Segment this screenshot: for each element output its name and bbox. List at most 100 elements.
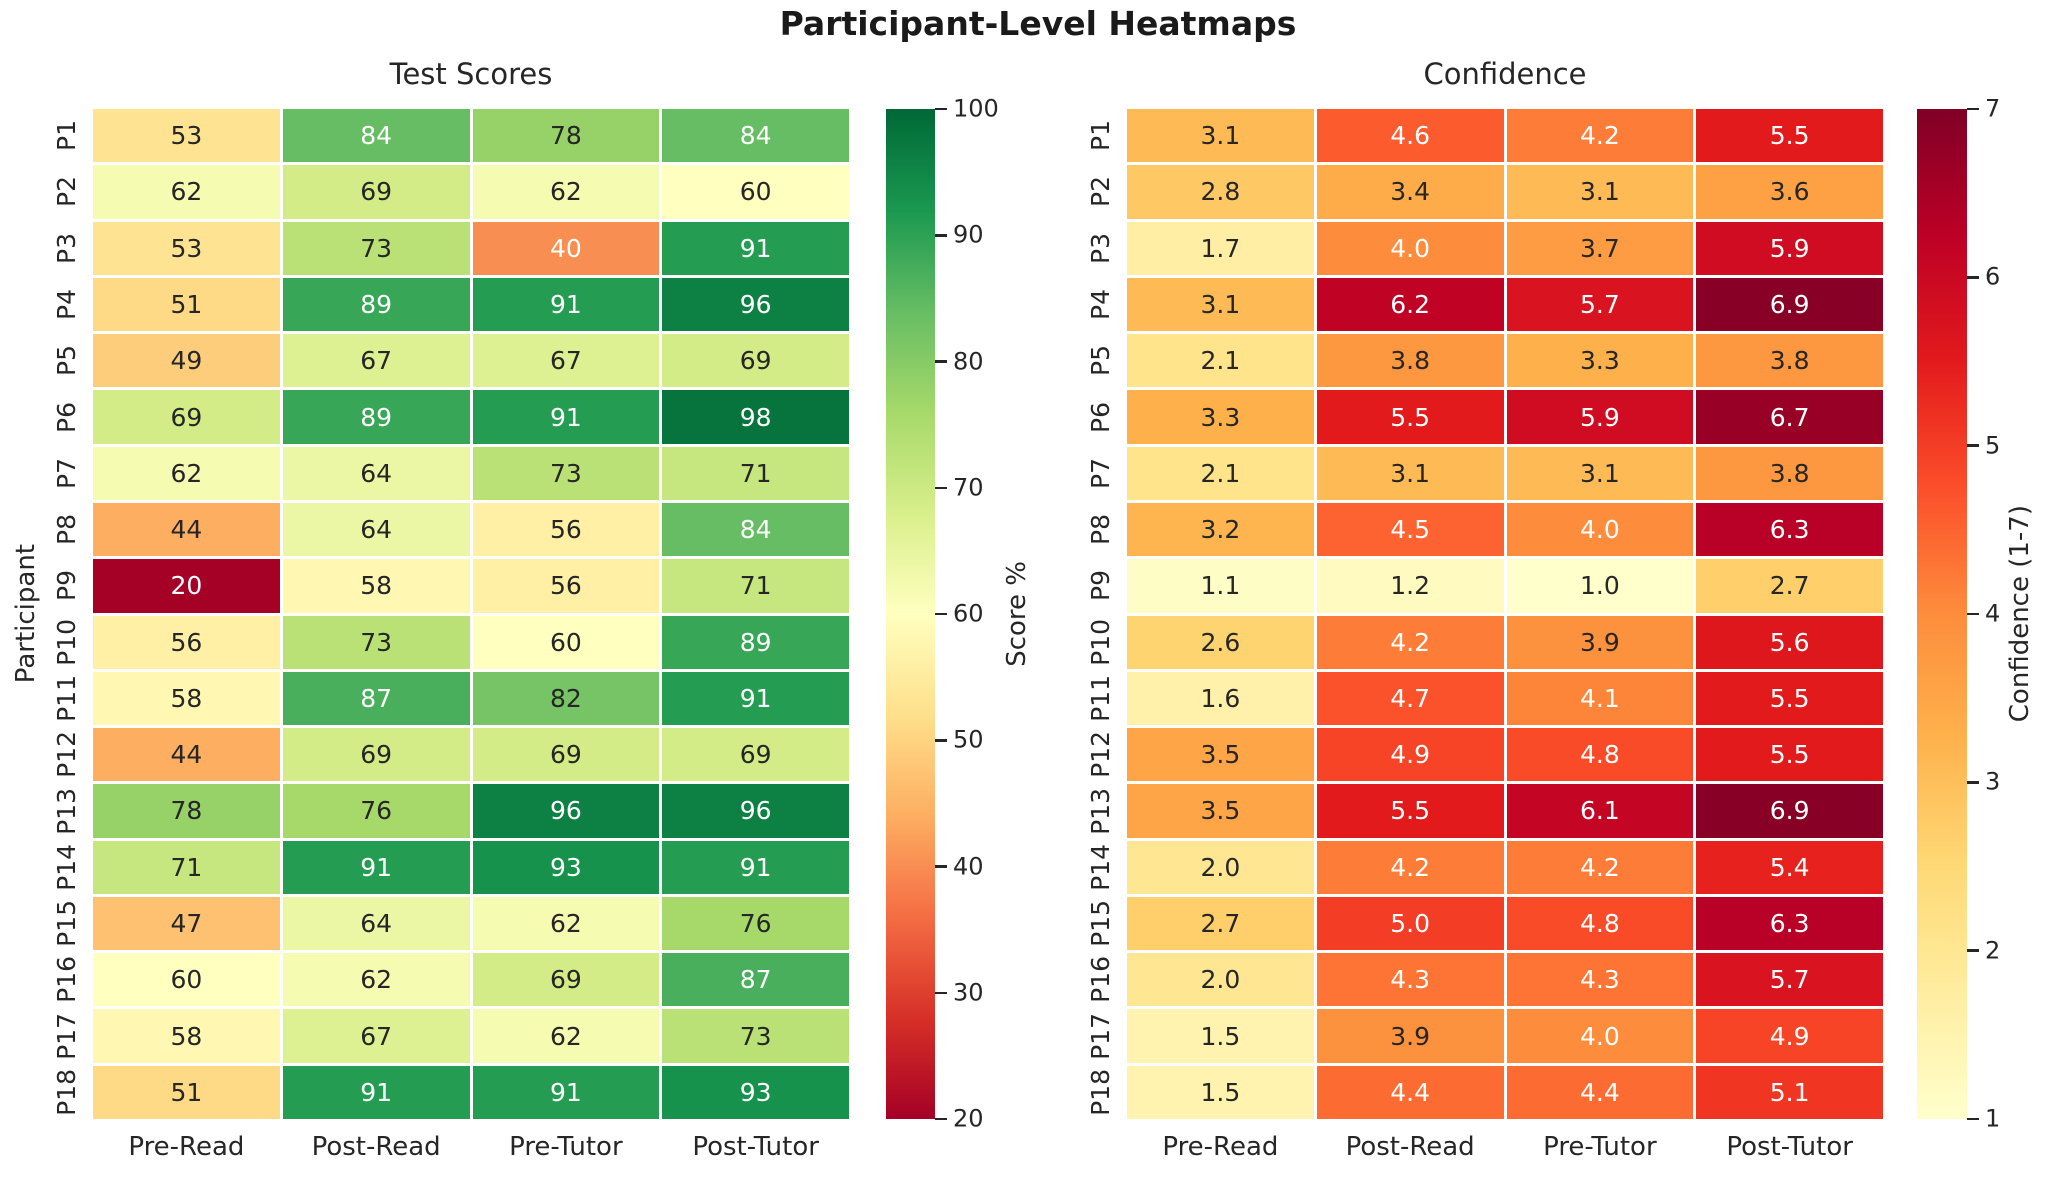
heatmap-cell: 40 xyxy=(472,221,660,275)
heatmap-cell: 2.7 xyxy=(1127,896,1314,951)
heatmap-cell: 1.6 xyxy=(1127,671,1314,726)
heatmap-cell: 3.1 xyxy=(1506,446,1694,500)
heatmap-cell: 87 xyxy=(282,671,470,726)
heatmap-cell: 2.6 xyxy=(1127,615,1314,669)
heatmap-cell: 64 xyxy=(282,446,470,500)
colorbar-tick xyxy=(1967,444,1979,447)
heatmap-cell: 1.5 xyxy=(1127,1065,1314,1119)
heatmap-cell: 4.1 xyxy=(1506,671,1694,726)
colorbar-tick-label: 80 xyxy=(953,347,984,376)
heatmap-cell: 91 xyxy=(282,1065,470,1119)
heatmap-cell: 4.6 xyxy=(1316,109,1504,163)
heatmap-cell: 84 xyxy=(662,502,849,557)
heatmap-grid: 53 84 78 84 62 69 62 60 53 73 40 91 51 89 91 96 49 67 67 69… xyxy=(93,109,849,1119)
row-tick-label: P3 xyxy=(1085,232,1115,264)
heatmap-cell: 5.1 xyxy=(1696,1065,1883,1119)
heatmap-cell: 4.2 xyxy=(1506,109,1694,163)
heatmap-cell: 5.5 xyxy=(1696,671,1883,726)
heatmap-cell: 4.3 xyxy=(1506,953,1694,1007)
heatmap-cell: 5.0 xyxy=(1316,896,1504,951)
heatmap-cell: 3.5 xyxy=(1127,784,1314,838)
heatmap-cell: 62 xyxy=(472,1009,660,1063)
row-tick-label: P2 xyxy=(1085,176,1115,208)
heatmap-cell: 5.7 xyxy=(1506,277,1694,332)
heatmap-cell: 91 xyxy=(472,1065,660,1119)
heatmap-cell: 91 xyxy=(662,671,849,726)
heatmap-cell: 6.9 xyxy=(1696,784,1883,838)
heatmap-cell: 60 xyxy=(472,615,660,669)
heatmap-cell: 4.3 xyxy=(1316,953,1504,1007)
heatmap-cell: 6.1 xyxy=(1506,784,1694,838)
heatmap-cell: 91 xyxy=(472,277,660,332)
heatmap-cell: 5.5 xyxy=(1316,784,1504,838)
heatmap-cell: 49 xyxy=(93,334,280,388)
colorbar-tick xyxy=(935,1117,947,1121)
row-tick-label: P18 xyxy=(1085,1068,1115,1116)
heatmap-cell: 62 xyxy=(93,165,280,219)
row-tick-labels: P1 P2 P3 P4 P5 P6 P7 P8 P9 P10 P11 P12 P13 P14 P15 P16 P… xyxy=(1080,109,1120,1119)
colorbar-tick-label: 4 xyxy=(1985,599,2001,628)
row-tick-label: P4 xyxy=(1085,288,1115,320)
colorbar-tick xyxy=(935,486,947,489)
heatmap-cell: 58 xyxy=(282,559,470,613)
heatmap-cell: 73 xyxy=(472,446,660,500)
heatmap-cell: 3.2 xyxy=(1127,502,1314,557)
heatmap-cell: 60 xyxy=(93,953,280,1007)
heatmap-cell: 3.4 xyxy=(1316,165,1504,219)
heatmap-cell: 3.1 xyxy=(1127,109,1314,163)
heatmap-cell: 3.3 xyxy=(1506,334,1694,388)
heatmap-cell: 4.4 xyxy=(1506,1065,1694,1119)
colorbar-tick xyxy=(935,865,947,868)
heatmap-cell: 56 xyxy=(93,615,280,669)
heatmap-cell: 3.8 xyxy=(1696,334,1883,388)
heatmap-cell: 62 xyxy=(472,896,660,951)
row-tick-label: P16 xyxy=(1085,956,1115,1004)
heatmap-cell: 84 xyxy=(662,109,849,163)
heatmap-cell: 73 xyxy=(282,221,470,275)
heatmap-cell: 69 xyxy=(93,390,280,444)
heatmap-cell: 3.9 xyxy=(1316,1009,1504,1063)
heatmap-cell: 4.2 xyxy=(1316,615,1504,669)
colorbar-tick-label: 60 xyxy=(953,599,984,628)
col-tick-labels: Pre-Read Post-Read Pre-Tutor Post-Tutor xyxy=(1127,1131,1883,1163)
heatmap-cell: 62 xyxy=(282,953,470,1007)
heatmap-cell: 62 xyxy=(93,446,280,500)
heatmap-cell: 6.2 xyxy=(1316,277,1504,332)
colorbar-tick-label: 5 xyxy=(1985,431,2001,460)
heatmap-cell: 93 xyxy=(472,840,660,894)
col-tick-label: Pre-Tutor xyxy=(509,1132,623,1162)
heatmap-cell: 4.4 xyxy=(1316,1065,1504,1119)
colorbar-tick-label: 3 xyxy=(1985,767,2001,796)
colorbar-tick-label: 1 xyxy=(1985,1104,2001,1133)
heatmap-cell: 2.0 xyxy=(1127,840,1314,894)
colorbar-tick-label: 90 xyxy=(953,220,984,249)
heatmap-cell: 1.5 xyxy=(1127,1009,1314,1063)
heatmap-cell: 2.1 xyxy=(1127,334,1314,388)
row-tick-label: P15 xyxy=(1085,900,1115,947)
heatmap-cell: 73 xyxy=(282,615,470,669)
colorbar-tick xyxy=(935,234,947,237)
heatmap-cell: 58 xyxy=(93,671,280,726)
heatmap-cell: 4.2 xyxy=(1506,840,1694,894)
heatmap-cell: 3.5 xyxy=(1127,728,1314,782)
colorbar-tick xyxy=(1967,1117,1979,1121)
colorbar xyxy=(886,109,935,1119)
heatmap-cell: 69 xyxy=(282,728,470,782)
colorbar-tick-label: 2 xyxy=(1985,936,2001,965)
heatmap-cell: 53 xyxy=(93,221,280,275)
heatmap-cell: 64 xyxy=(282,502,470,557)
heatmap-cell: 5.6 xyxy=(1696,615,1883,669)
heatmap-cell: 89 xyxy=(282,277,470,332)
heatmap-cell: 60 xyxy=(662,165,849,219)
colorbar xyxy=(1917,109,1967,1119)
heatmap-cell: 89 xyxy=(662,615,849,669)
heatmap-cell: 2.8 xyxy=(1127,165,1314,219)
heatmap-cell: 6.9 xyxy=(1696,277,1883,332)
subplot-title: Test Scores xyxy=(389,57,553,91)
heatmap-cell: 69 xyxy=(472,728,660,782)
colorbar-tick-label: 100 xyxy=(953,94,999,123)
row-tick-label: P13 xyxy=(1085,787,1115,835)
heatmap-cell: 76 xyxy=(282,784,470,838)
